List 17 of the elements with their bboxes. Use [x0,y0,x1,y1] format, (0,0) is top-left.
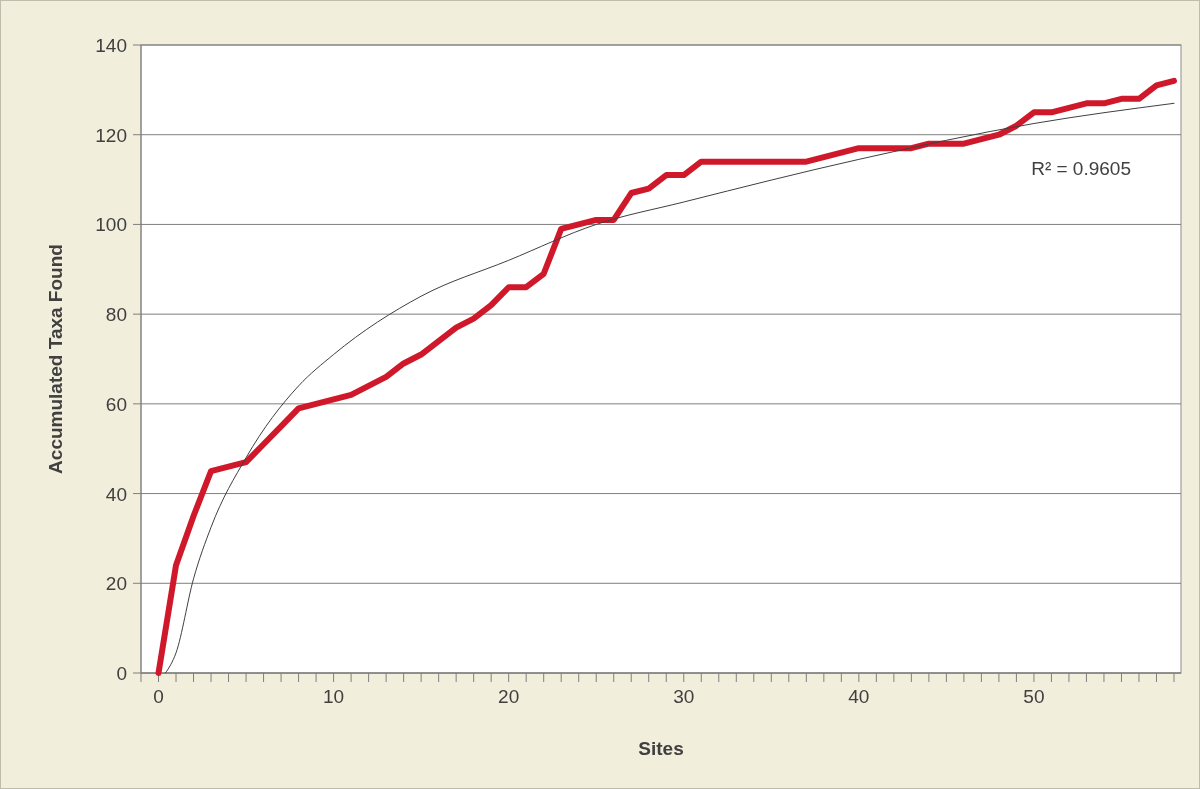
y-tick-label: 40 [105,483,127,505]
y-tick-label: 120 [95,124,127,146]
y-tick-label: 0 [116,663,127,684]
x-tick-label: 50 [1023,686,1045,707]
annotation: R² = 0.9605 [1031,158,1131,179]
y-tick-label: 60 [105,393,127,415]
x-tick-label: 30 [673,686,695,707]
x-axis-title: Sites [638,738,684,759]
x-tick-label: 0 [153,686,164,707]
y-tick-label: 20 [105,573,127,595]
y-tick-label: 80 [105,304,127,326]
x-tick-label: 20 [498,686,520,707]
y-tick-label: 140 [95,35,127,56]
y-axis-title: Accumulated Taxa Found [45,244,66,474]
x-tick-label: 40 [848,686,870,707]
x-tick-label: 10 [323,686,345,707]
y-tick-label: 100 [95,214,127,236]
